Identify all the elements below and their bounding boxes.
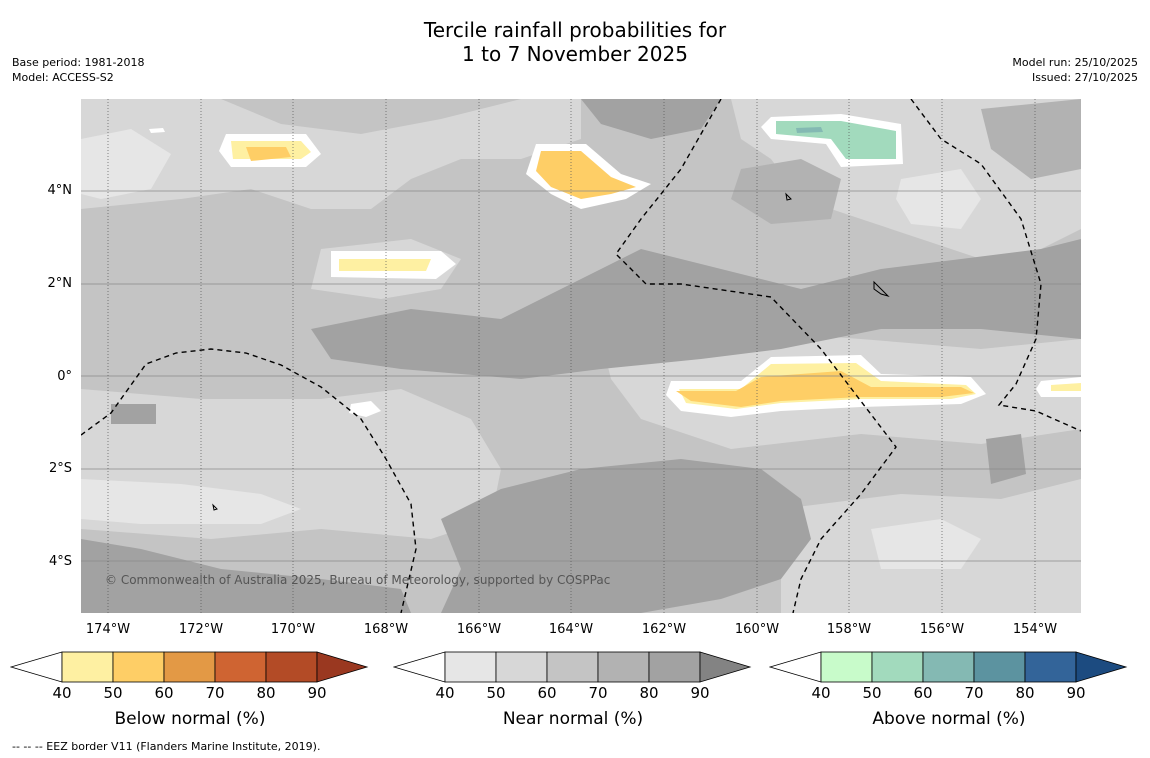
lon-label: 172°W	[178, 622, 224, 637]
colorbar-tick-label: 90	[1066, 684, 1086, 702]
colorbar-segment	[597, 651, 650, 683]
lat-label: 2°N	[47, 276, 73, 291]
colorbar-tick-label: 90	[690, 684, 710, 702]
lon-label: 170°W	[270, 622, 316, 637]
meta-left: Base period: 1981-2018 Model: ACCESS-S2	[12, 55, 144, 85]
eez-footer-note: -- -- -- EEZ border V11 (Flanders Marine…	[12, 740, 321, 753]
meta-right: Model run: 25/10/2025 Issued: 27/10/2025	[1012, 55, 1138, 85]
colorbar-tick-label: 60	[154, 684, 174, 702]
base-period: Base period: 1981-2018	[12, 56, 145, 69]
colorbar-segment	[648, 651, 701, 683]
colorbar-tick-label: 50	[103, 684, 123, 702]
near-normal-high-band	[581, 99, 721, 139]
colorbar-segment	[112, 651, 165, 683]
title-line-2: 1 to 7 November 2025	[462, 42, 688, 66]
colorbar-extend-low	[10, 651, 63, 683]
below-normal-patch-50	[676, 371, 974, 407]
lat-label: 4°S	[48, 554, 72, 569]
colorbar-segment	[871, 651, 924, 683]
colorbar-title-near: Near normal (%)	[502, 709, 644, 729]
colorbar-tick-label: 70	[205, 684, 225, 702]
lon-label: 160°W	[734, 622, 780, 637]
near-normal-high-band	[111, 404, 156, 424]
lon-label: 154°W	[1012, 622, 1058, 637]
lon-label: 158°W	[826, 622, 872, 637]
lat-label: 0°	[57, 369, 72, 384]
islands	[212, 192, 890, 511]
colorbar-tick-label: 40	[811, 684, 831, 702]
colorbar-below-normal	[10, 651, 369, 683]
colorbar-tick-label: 70	[964, 684, 984, 702]
near-normal-high-band	[986, 434, 1026, 484]
near-normal-lightest-region	[81, 479, 301, 524]
colorbar-segment	[265, 651, 318, 683]
below-normal-patch-50	[246, 147, 291, 161]
near-normal-lightest-region	[896, 169, 981, 229]
colorbar-tick-label: 60	[913, 684, 933, 702]
near-normal-dark-region	[731, 159, 841, 224]
colorbar-segment	[546, 651, 599, 683]
colorbar-tick-label: 40	[52, 684, 72, 702]
colorbar-segment	[922, 651, 975, 683]
copyright: © Commonwealth of Australia 2025, Bureau…	[105, 573, 610, 587]
colorbar-segment	[1024, 651, 1077, 683]
colorbar-title-below: Below normal (%)	[114, 709, 266, 729]
eez-borders	[81, 99, 1081, 613]
near-normal-lightest-region	[81, 129, 171, 199]
below-normal-patch-40	[339, 259, 431, 271]
colorbar-tick-label: 50	[862, 684, 882, 702]
near-normal-high-band	[441, 459, 811, 613]
colorbar-title-above: Above normal (%)	[872, 709, 1026, 729]
near-normal-lightest-region	[871, 519, 981, 569]
issued-date: Issued: 27/10/2025	[1031, 71, 1138, 84]
colorbar-tick-label: 80	[256, 684, 276, 702]
map-panel: © Commonwealth of Australia 2025, Bureau…	[81, 99, 1081, 613]
colorbar-tick-label: 50	[486, 684, 506, 702]
near-normal-light-region	[81, 99, 581, 209]
colorbar-segment	[163, 651, 216, 683]
lat-label: 2°S	[48, 461, 72, 476]
colorbar-segment	[61, 651, 114, 683]
model-run: Model run: 25/10/2025	[1012, 56, 1138, 69]
colorbar-above-normal	[769, 651, 1128, 683]
latitude-gridlines	[81, 190, 1081, 562]
lon-label: 156°W	[919, 622, 965, 637]
colorbar-extend-high	[316, 651, 369, 683]
colorbar-near-normal	[393, 651, 752, 683]
below-normal-patch-40	[1051, 383, 1081, 391]
colorbar-extend-high	[1075, 651, 1128, 683]
colorbar-extend-low	[393, 651, 446, 683]
below-normal-patch-50	[536, 151, 636, 199]
colorbar-segment	[444, 651, 497, 683]
map-title: Tercile rainfall probabilities for 1 to …	[0, 18, 1150, 66]
title-line-1: Tercile rainfall probabilities for	[423, 18, 727, 42]
lon-label: 164°W	[548, 622, 594, 637]
colorbar-segment	[820, 651, 873, 683]
near-normal-high-band	[311, 239, 1081, 379]
colorbar-tick-label: 60	[537, 684, 557, 702]
colorbar-tick-label: 80	[639, 684, 659, 702]
lon-label: 168°W	[363, 622, 409, 637]
above-normal-patch-60	[796, 127, 823, 133]
colorbar-extend-high	[699, 651, 752, 683]
lon-label: 166°W	[456, 622, 502, 637]
colorbar-tick-label: 90	[307, 684, 327, 702]
colorbar-segment	[214, 651, 267, 683]
near-normal-dark-region	[981, 99, 1081, 179]
lat-label: 4°N	[47, 183, 73, 198]
lon-label: 162°W	[641, 622, 687, 637]
lon-label: 174°W	[85, 622, 131, 637]
colorbar-tick-label: 70	[588, 684, 608, 702]
model-name: Model: ACCESS-S2	[12, 71, 114, 84]
colorbar-tick-label: 40	[435, 684, 455, 702]
colorbar-segment	[973, 651, 1026, 683]
colorbar-segment	[495, 651, 548, 683]
near-normal-high-band	[81, 539, 411, 613]
near-normal-white-spot	[349, 401, 381, 417]
colorbar-extend-low	[769, 651, 822, 683]
colorbar-tick-label: 80	[1015, 684, 1035, 702]
near-normal-white-spot	[149, 128, 165, 133]
